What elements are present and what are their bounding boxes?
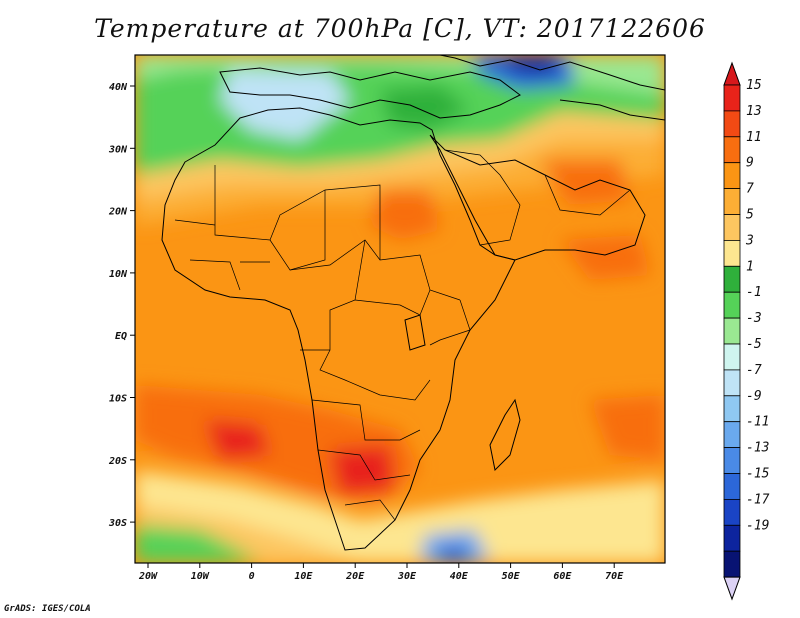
colorbar-label: 7 — [746, 182, 754, 197]
colorbar-swatch — [723, 447, 741, 474]
colorbar-label: 3 — [745, 233, 754, 248]
plot-frame — [134, 54, 666, 564]
map-title: Temperature at 700hPa [C], VT: 201712260… — [94, 14, 706, 43]
colorbar-swatch — [723, 291, 741, 319]
colorbar-swatch — [723, 317, 741, 345]
colorbar-swatch — [723, 473, 741, 500]
colorbar-swatch — [723, 498, 741, 526]
coastlines — [161, 55, 665, 551]
lat-label: 10S — [109, 394, 127, 405]
colorbar-swatch — [723, 239, 741, 267]
colorbar-label: -1 — [746, 285, 762, 300]
colorbar-label: -19 — [746, 518, 769, 533]
colorbar-label: 13 — [746, 104, 762, 119]
lon-label: 10E — [294, 571, 313, 582]
colorbar-top-arrow — [723, 61, 741, 86]
colorbar-label: -3 — [746, 311, 762, 326]
colorbar-label: 15 — [746, 78, 762, 93]
colorbar-swatch — [723, 110, 741, 138]
colorbar-label: 11 — [746, 130, 762, 145]
lat-label: EQ — [115, 331, 127, 342]
grads-credit: GrADS: IGES/COLA — [4, 604, 91, 614]
lon-label: 40E — [450, 571, 469, 582]
colorbar-label: 5 — [746, 208, 754, 223]
colorbar-swatch — [723, 369, 741, 397]
colorbar-label: 9 — [746, 156, 754, 171]
colorbar-label: -9 — [746, 389, 762, 404]
lon-label: 50E — [502, 571, 521, 582]
colorbar-swatch — [723, 162, 741, 189]
colorbar-label: -13 — [746, 441, 769, 456]
lon-label: 10W — [191, 571, 210, 582]
colorbar-swatch — [723, 84, 741, 112]
colorbar-swatch — [723, 343, 741, 371]
colorbar-swatch — [723, 524, 741, 552]
colorbar: 15 13 11 9 7 5 3 1 -1 -3 -5 -7 -9 -11 -13 -15 -17 -19 — [723, 61, 770, 601]
lon-label: 20W — [138, 571, 158, 582]
longitude-axis: 20W 10W 0 10E 20E 30E 40E 50E 60E 70E — [138, 563, 624, 582]
latitude-axis: 40N 30N 20N 10N EQ 10S 20S 30S — [108, 82, 135, 529]
colorbar-swatch — [723, 550, 741, 578]
colorbar-label: -11 — [746, 415, 769, 430]
lat-label: 40N — [109, 82, 128, 93]
colorbar-swatch — [723, 395, 741, 423]
colorbar-swatch — [723, 188, 741, 215]
lon-label: 20E — [345, 571, 365, 582]
colorbar-label: 1 — [746, 259, 754, 274]
colorbar-label: -17 — [746, 492, 770, 507]
lat-label: 10N — [109, 269, 128, 280]
lat-label: 30N — [108, 144, 128, 155]
lon-label: 70E — [605, 571, 624, 582]
colorbar-swatch — [723, 421, 741, 449]
colorbar-bottom-arrow — [723, 576, 741, 601]
lon-label: 60E — [553, 571, 572, 582]
country-borders — [174, 149, 631, 521]
colorbar-label: -15 — [746, 467, 770, 482]
lat-label: 20S — [108, 456, 127, 467]
lat-label: 20N — [108, 207, 128, 218]
colorbar-label: -5 — [746, 337, 762, 352]
colorbar-swatch — [723, 265, 741, 293]
colorbar-swatch — [723, 136, 741, 164]
lon-label: 0 — [249, 571, 255, 582]
lat-label: 30S — [108, 518, 127, 529]
temperature-field — [135, 55, 665, 563]
colorbar-label: -7 — [746, 363, 762, 378]
lon-label: 30E — [397, 571, 417, 582]
colorbar-swatch — [723, 214, 741, 241]
